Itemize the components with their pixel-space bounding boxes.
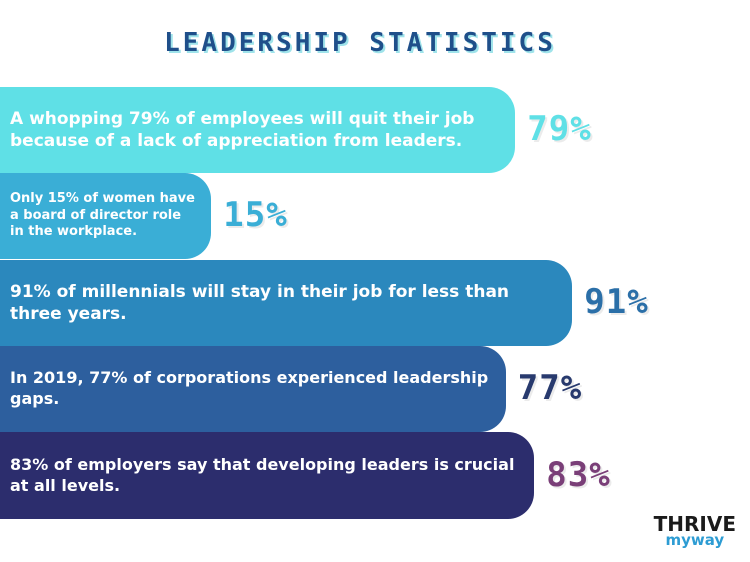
bar-description: 91% of millennials will stay in their jo… — [10, 281, 510, 324]
bar-value-label: 77% — [517, 368, 583, 408]
bar-5: 83% of employers say that developing lea… — [0, 432, 535, 519]
bar-4: In 2019, 77% of corporations experienced… — [0, 346, 506, 432]
bar-value-label: 83% — [546, 454, 611, 495]
bar-2: Only 15% of women have a board of direct… — [0, 173, 212, 259]
bar-description: Only 15% of women have a board of direct… — [10, 190, 195, 240]
bar-1: A whopping 79% of employees will quit th… — [0, 87, 516, 173]
bar-3: 91% of millennials will stay in their jo… — [0, 260, 573, 346]
bar-description: 83% of employers say that developing lea… — [10, 454, 515, 495]
logo-line2: myway — [665, 531, 725, 549]
logo-line1: THRIVE — [653, 512, 736, 536]
bar-description: A whopping 79% of employees will quit th… — [10, 108, 475, 151]
chart-title: LEADERSHIP STATISTICS — [164, 28, 556, 58]
bar-value-label: 15% — [223, 195, 288, 235]
bar-value-label: 91% — [584, 282, 649, 322]
bar-value-label: 79% — [527, 109, 592, 149]
bar-description: In 2019, 77% of corporations experienced… — [10, 368, 489, 408]
thrive-my-way-logo: THRIVE myway — [654, 514, 736, 548]
